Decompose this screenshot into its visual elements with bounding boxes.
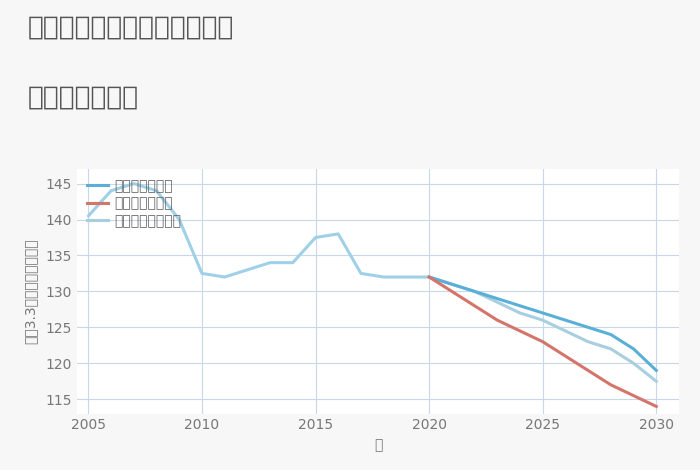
X-axis label: 年: 年 bbox=[374, 438, 382, 452]
バッドシナリオ bbox=[447, 289, 456, 294]
ノーマルシナリオ bbox=[629, 360, 638, 366]
グッドシナリオ bbox=[516, 303, 524, 309]
ノーマルシナリオ bbox=[607, 346, 615, 352]
バッドシナリオ bbox=[561, 353, 570, 359]
Line: バッドシナリオ: バッドシナリオ bbox=[429, 277, 657, 407]
ノーマルシナリオ bbox=[447, 282, 456, 287]
ノーマルシナリオ bbox=[516, 310, 524, 316]
バッドシナリオ bbox=[584, 368, 592, 373]
ノーマルシナリオ bbox=[493, 299, 501, 305]
バッドシナリオ bbox=[493, 317, 501, 323]
グッドシナリオ bbox=[561, 317, 570, 323]
バッドシナリオ bbox=[425, 274, 433, 280]
バッドシナリオ bbox=[652, 404, 661, 409]
グッドシナリオ bbox=[425, 274, 433, 280]
グッドシナリオ bbox=[607, 332, 615, 337]
ノーマルシナリオ bbox=[538, 317, 547, 323]
Text: 土地の価格推移: 土地の価格推移 bbox=[28, 85, 139, 110]
グッドシナリオ bbox=[447, 282, 456, 287]
グッドシナリオ bbox=[470, 289, 479, 294]
グッドシナリオ bbox=[493, 296, 501, 301]
バッドシナリオ bbox=[607, 382, 615, 388]
ノーマルシナリオ bbox=[652, 378, 661, 384]
Legend: グッドシナリオ, バッドシナリオ, ノーマルシナリオ: グッドシナリオ, バッドシナリオ, ノーマルシナリオ bbox=[84, 176, 184, 231]
Y-axis label: 坪（3.3㎡）単価（万円）: 坪（3.3㎡）単価（万円） bbox=[23, 239, 37, 344]
バッドシナリオ bbox=[538, 339, 547, 345]
ノーマルシナリオ bbox=[470, 289, 479, 294]
バッドシナリオ bbox=[516, 328, 524, 334]
グッドシナリオ bbox=[629, 346, 638, 352]
ノーマルシナリオ bbox=[425, 274, 433, 280]
バッドシナリオ bbox=[470, 303, 479, 309]
ノーマルシナリオ bbox=[584, 339, 592, 345]
グッドシナリオ bbox=[538, 310, 547, 316]
Line: グッドシナリオ: グッドシナリオ bbox=[429, 277, 657, 370]
Line: ノーマルシナリオ: ノーマルシナリオ bbox=[429, 277, 657, 381]
Text: 神奈川県相模原市南区文京の: 神奈川県相模原市南区文京の bbox=[28, 14, 235, 40]
グッドシナリオ bbox=[584, 324, 592, 330]
バッドシナリオ bbox=[629, 393, 638, 399]
グッドシナリオ bbox=[652, 368, 661, 373]
ノーマルシナリオ bbox=[561, 328, 570, 334]
